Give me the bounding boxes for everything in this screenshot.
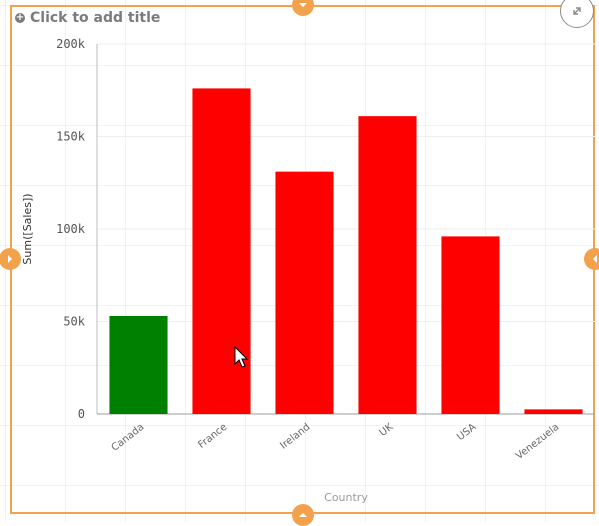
x-axis-labels: Canada France Ireland UK USA Venezuela [110,421,562,462]
x-tick-label[interactable]: Ireland [278,422,312,452]
expand-arrows-icon [573,7,581,15]
y-tick-label: 0 [78,407,85,421]
resize-handle-right[interactable] [584,248,599,270]
bars [109,88,583,415]
bar-ireland[interactable] [275,171,334,414]
chevron-right-icon [8,255,12,263]
bar-canada[interactable] [109,315,168,414]
x-tick-label[interactable]: Venezuela [514,422,561,462]
x-axis-title[interactable]: Country [324,491,368,504]
gridlines [97,43,595,322]
y-tick-label: 50k [63,315,85,329]
x-tick-label[interactable]: USA [455,422,478,444]
bar-usa[interactable] [441,236,500,414]
y-tick-label: 150k [56,130,86,144]
bar-venezuela[interactable] [524,409,583,414]
y-axis-ticks: 0 50k 100k 150k 200k [56,37,86,421]
y-tick-label: 100k [56,222,86,236]
chevron-down-icon [299,3,307,7]
resize-handle-bottom[interactable] [292,504,314,526]
expand-button[interactable] [560,0,594,28]
chart-title-area[interactable]: + Click to add title [15,9,160,27]
plus-circle-icon: + [15,12,25,23]
chart-title-placeholder[interactable]: Click to add title [30,10,161,26]
resize-handle-left[interactable] [0,248,21,270]
y-tick-label: 200k [56,37,86,51]
y-axis-title[interactable]: Sum([Sales]) [21,193,34,264]
x-tick-label[interactable]: France [196,422,229,451]
x-tick-label[interactable]: Canada [110,422,147,454]
x-tick-label[interactable]: UK [378,421,396,438]
mouse-cursor-icon [234,345,249,368]
chevron-up-icon [299,513,307,517]
resize-handle-top[interactable] [292,0,314,16]
chevron-left-icon [593,255,597,263]
bar-uk[interactable] [358,116,417,415]
